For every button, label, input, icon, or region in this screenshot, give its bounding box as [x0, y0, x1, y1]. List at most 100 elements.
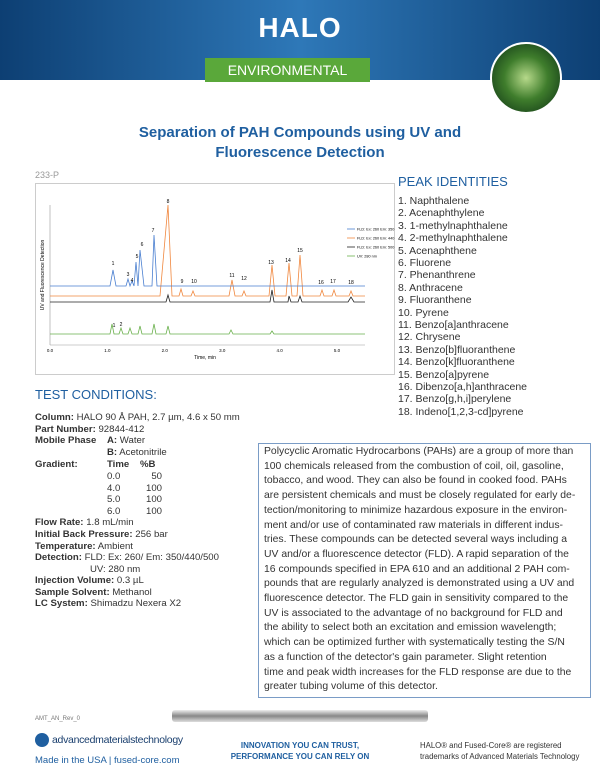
- description-line: pounds that are regularly analyzed is de…: [264, 578, 575, 590]
- legend-label: FLD: Ex: 260 Em: 500: [357, 246, 394, 250]
- peak-item: 6. Fluorene: [398, 257, 452, 269]
- peak-label: 11: [229, 273, 234, 279]
- tagline: PERFORMANCE YOU CAN RELY ON: [230, 752, 370, 761]
- description-line: are persistent chemicals and must be clo…: [264, 490, 576, 502]
- gradient-cell: 100: [145, 505, 162, 517]
- label: Sample Solvent:: [35, 587, 110, 598]
- gradient-cell: 4.0: [107, 482, 121, 494]
- label: Injection Volume:: [35, 575, 115, 586]
- peak-label: 13: [268, 260, 274, 266]
- x-tick-label: 2.0: [162, 348, 169, 353]
- label: Initial Back Pressure:: [35, 529, 133, 540]
- forest-image: [490, 42, 562, 114]
- condition: LC System: Shimadzu Nexera X2: [35, 598, 181, 609]
- value: Shimadzu Nexera X2: [90, 598, 182, 609]
- peak-label: 1: [113, 323, 116, 329]
- company-name: advancedmaterialstechnology: [52, 734, 183, 746]
- logo: HALO: [258, 12, 342, 43]
- peak-item: 12. Chrysene: [398, 331, 461, 344]
- label: Mobile Phase: [35, 435, 97, 446]
- chromatogram: UV and Fluorescence Detection Time, min …: [35, 183, 395, 375]
- gradient-cell: 0.0: [107, 471, 121, 482]
- peak-label: 3: [127, 272, 130, 278]
- peak-item: 1. Naphthalene: [398, 195, 470, 207]
- x-tick-label: 3.0: [219, 348, 226, 353]
- peak-label: 18: [348, 280, 354, 286]
- description-line: tobacco, and wood. They can also be foun…: [264, 475, 567, 487]
- value: 256 bar: [135, 529, 168, 540]
- peak-label: 6: [141, 242, 144, 248]
- value: Acetonitrile: [119, 447, 167, 458]
- description-line: greater tubing volume of this detector.: [264, 681, 438, 693]
- value: HALO 90 Å PAH, 2.7 µm, 4.6 x 50 mm: [76, 412, 240, 423]
- description-line: which can be optimized further with syst…: [264, 637, 565, 649]
- condition: Temperature: Ambient: [35, 541, 133, 552]
- peak-item: 17. Benzo[g,h,i]perylene: [398, 393, 512, 406]
- peak-item: 13. Benzo[b]fluoranthene: [398, 343, 516, 356]
- description-line: the ability to select both an excitation…: [264, 622, 557, 634]
- title-line: Fluorescence Detection: [215, 144, 385, 161]
- label: Flow Rate:: [35, 517, 84, 528]
- peak-item: 9. Fluoranthene: [398, 294, 472, 307]
- peak-item: 8. Anthracene: [398, 281, 463, 294]
- condition: Flow Rate: 1.8 mL/min: [35, 517, 134, 528]
- value: 1.8 mL/min: [86, 517, 134, 528]
- peak-label: 10: [191, 279, 197, 285]
- label: Part Number:: [35, 424, 96, 435]
- label: Temperature:: [35, 541, 96, 552]
- doc-id: AMT_AN_Rev_0: [35, 716, 81, 722]
- description-line: as a function of the detector's gain par…: [264, 651, 547, 663]
- y-axis-label: UV and Fluorescence Detection: [40, 239, 46, 310]
- description-line: time and peak width increases for the FL…: [264, 666, 572, 678]
- gradient-cell: 5.0: [107, 494, 121, 506]
- peak-label: 8: [167, 199, 170, 205]
- value: Ambient: [97, 541, 133, 552]
- peak-item: 18. Indeno[1,2,3-cd]pyrene: [398, 405, 524, 418]
- description-line: 16 compounds specified in EPA 610 and an…: [264, 563, 570, 575]
- gradient-cell: 50: [151, 471, 162, 482]
- x-tick-label: 1.0: [104, 348, 111, 353]
- gradient-cell: 6.0: [107, 505, 121, 517]
- value: Water: [119, 435, 146, 446]
- trademark: trademarks of Advanced Materials Technol…: [420, 752, 580, 761]
- column-image: [172, 710, 428, 722]
- value: Methanol: [112, 587, 152, 598]
- peak-item: 7. Phenanthrene: [398, 269, 476, 282]
- company-icon: [35, 733, 49, 747]
- condition: Part Number: 92844-412: [35, 424, 144, 435]
- value: FLD: Ex: 260/ Em: 350/440/500: [84, 552, 219, 563]
- legend-label: FLD: Ex: 260 Em: 440: [357, 237, 394, 241]
- gradient-cell: 100: [145, 482, 162, 494]
- peak-label: 14: [285, 258, 291, 264]
- description-box: [258, 443, 591, 698]
- description-line: ment and/or use of contaminated raw mate…: [264, 519, 563, 531]
- description-line: Polycyclic Aromatic Hydrocarbons (PAHs) …: [264, 446, 574, 457]
- x-tick-label: 5.0: [334, 348, 341, 353]
- value: UV: 280 nm: [90, 564, 141, 575]
- condition: Injection Volume: 0.3 µL: [35, 575, 144, 586]
- value: 92844-412: [98, 424, 145, 435]
- tagline: INNOVATION YOU CAN TRUST,: [240, 741, 360, 750]
- gradient-head: %B: [140, 459, 156, 470]
- label: Detection:: [35, 552, 82, 563]
- gradient-cell: 100: [145, 494, 162, 506]
- legend-label: FLD: Ex: 260 Em: 350: [357, 228, 394, 232]
- doc-code: 233-P: [35, 170, 60, 180]
- peak-label: 1: [112, 261, 115, 267]
- condition: Column: HALO 90 Å PAH, 2.7 µm, 4.6 x 50 …: [35, 412, 240, 423]
- peak-label: 4: [131, 278, 134, 284]
- trace-uv: [50, 323, 365, 335]
- peak-item: 16. Dibenzo[a,h]anthracene: [398, 381, 528, 393]
- title-line: Separation of PAH Compounds using UV and: [138, 124, 462, 141]
- description-line: fluorescence detector. The FLD gain in s…: [264, 593, 569, 604]
- peak-label: 9: [181, 279, 184, 285]
- peak-label: 17: [330, 279, 336, 285]
- x-tick-label: 0.0: [47, 348, 54, 353]
- condition: Sample Solvent: Methanol: [35, 587, 152, 598]
- description-line: UV and/or a fluorescence detector (FLD).…: [264, 548, 569, 560]
- peak-item: 11. Benzo[a]anthracene: [398, 319, 509, 331]
- peak-item: 14. Benzo[k]fluoranthene: [398, 356, 515, 369]
- label: LC System:: [35, 598, 88, 609]
- trace-fld-500: [50, 289, 365, 303]
